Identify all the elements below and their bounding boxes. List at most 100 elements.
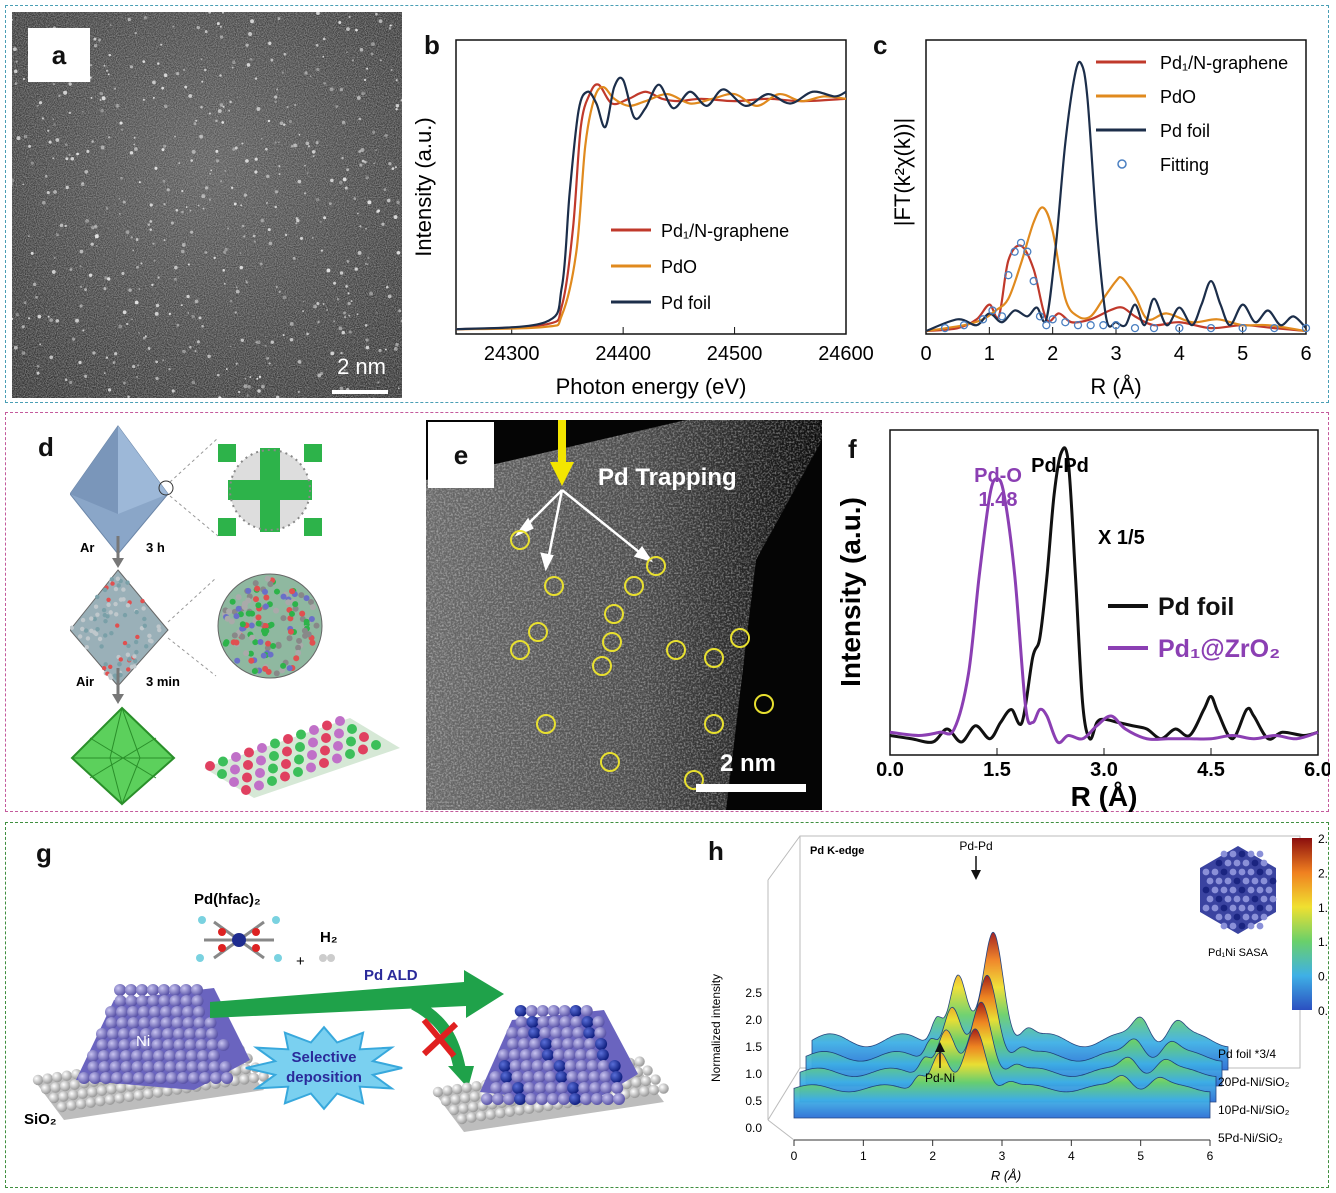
h-peak-pdpd: Pd-Pd — [959, 839, 992, 853]
pd-atom-dot — [388, 161, 392, 166]
h-surface-strip — [799, 1001, 1217, 1103]
pd-single-atom-marker — [684, 770, 704, 790]
h-box-frame — [767, 835, 1301, 1141]
pd-atom-dot — [142, 98, 145, 101]
g-ni-atom — [518, 1038, 531, 1050]
pd-atom-dot — [47, 315, 50, 318]
d-slab-atom — [256, 755, 266, 766]
d-slab-atom — [319, 758, 329, 768]
d-atom — [142, 616, 147, 622]
g-ni-atom — [120, 1050, 132, 1062]
pd-atom-dot — [161, 148, 165, 152]
pd-atom-dot — [289, 321, 294, 326]
d-cage-atom — [252, 596, 259, 603]
pd-atom-dot — [107, 136, 111, 139]
pd-single-atom-marker — [510, 530, 530, 550]
b-x-tick-label: 24400 — [595, 343, 651, 365]
d-cage-atom — [298, 592, 305, 599]
g-ni-atom — [111, 1072, 123, 1084]
pd-atom-dot — [297, 179, 302, 184]
c-fit-point — [1099, 321, 1108, 330]
g-sio2-atom — [52, 1071, 63, 1083]
pd-atom-dot — [343, 311, 347, 315]
d-slab-atom — [230, 764, 240, 775]
d-atom — [147, 638, 153, 643]
pd-atom-dot — [140, 262, 143, 265]
f-ann-scale: X 1/5 — [1098, 527, 1145, 549]
h-inset-atom — [1220, 922, 1228, 930]
d-slab-atom — [345, 749, 355, 759]
g-ni-atom — [107, 1039, 120, 1051]
g-ni-atom — [542, 1060, 555, 1072]
d-slab-atom — [254, 780, 264, 791]
d-atom — [122, 612, 128, 618]
pd-atom-dot — [187, 263, 190, 266]
pd-atom-dot — [100, 108, 104, 113]
g-pd-atom — [555, 1071, 568, 1083]
pd-atom-dot — [181, 210, 184, 214]
pd-atom-dot — [359, 163, 363, 167]
pd-atom-dot — [231, 60, 236, 65]
pd-atom-dot — [305, 141, 310, 146]
g-ni-atom — [138, 1006, 150, 1018]
pd-atom-dot — [254, 157, 258, 161]
pd-atom-dot — [75, 318, 79, 323]
pd-atom-dot — [364, 262, 367, 265]
pd-atom-dot — [283, 123, 286, 126]
g-pd-atom — [500, 1071, 513, 1083]
pd-atom-dot — [191, 149, 196, 154]
pd-atom-dot — [222, 12, 224, 14]
pd-atom-dot — [249, 376, 252, 378]
d-atom — [101, 665, 107, 671]
d-cage-atom — [251, 668, 258, 675]
pd-atom-dot — [132, 249, 135, 252]
g-sio2-atom — [642, 1065, 653, 1076]
pd-atom-dot — [126, 322, 129, 326]
pd-atom-dot — [309, 75, 312, 78]
h-inset-atom — [1238, 868, 1246, 876]
g-ni-atom — [158, 984, 170, 996]
c-legend-marker — [1117, 159, 1127, 169]
d-atom — [110, 581, 115, 586]
pyrolyzed-octahedron — [70, 569, 169, 687]
pd-atom-dot — [249, 57, 253, 61]
f-legend-label: Pd₁@ZrO₂ — [1158, 635, 1280, 663]
g-ni-atom — [158, 995, 171, 1007]
g-ni-atom — [140, 1028, 152, 1040]
g-ni-atom — [116, 1006, 128, 1018]
pd-atom-dot — [384, 348, 387, 351]
pd-atom-dot — [367, 256, 370, 260]
pd-atom-dot — [190, 159, 194, 162]
pd-atom-dot — [292, 256, 296, 260]
pd-atom-dot — [319, 220, 322, 223]
d-slab-atom — [335, 716, 345, 726]
d-slab-atom — [218, 756, 228, 767]
pd-atom-dot — [370, 52, 374, 56]
g-ni-atom — [197, 1050, 209, 1062]
pd-atom-dot — [12, 317, 14, 320]
pd-atom-dot — [326, 268, 331, 273]
pd-atom-dot — [239, 252, 242, 255]
pd-atom-dot — [372, 130, 376, 134]
d-atom — [84, 644, 89, 650]
pd-atom-dot — [204, 186, 209, 190]
pd-atom-dot — [357, 212, 359, 215]
pd-atom-dot — [357, 250, 362, 255]
d-slab-atom — [267, 776, 277, 786]
d-atom — [102, 587, 108, 593]
pd-atom-dot — [138, 181, 141, 184]
pd-atom-dot — [191, 380, 196, 385]
g-ni-atom — [180, 984, 192, 996]
g-ni-atom — [533, 1071, 546, 1083]
pd-atom-dot — [48, 140, 52, 144]
c-x-tick-label: 5 — [1237, 343, 1248, 365]
pd-atom-dot — [160, 43, 163, 46]
pd-atom-dot — [289, 338, 294, 342]
h-inset-atom — [1215, 895, 1223, 903]
d-slab-atom — [308, 737, 318, 748]
pd-atom-dot — [229, 299, 233, 303]
pd-atom-dot — [268, 41, 272, 46]
pd-atom-dot — [134, 300, 139, 305]
pd-atom-dot — [356, 313, 359, 316]
g-pd-atom — [528, 1027, 541, 1039]
